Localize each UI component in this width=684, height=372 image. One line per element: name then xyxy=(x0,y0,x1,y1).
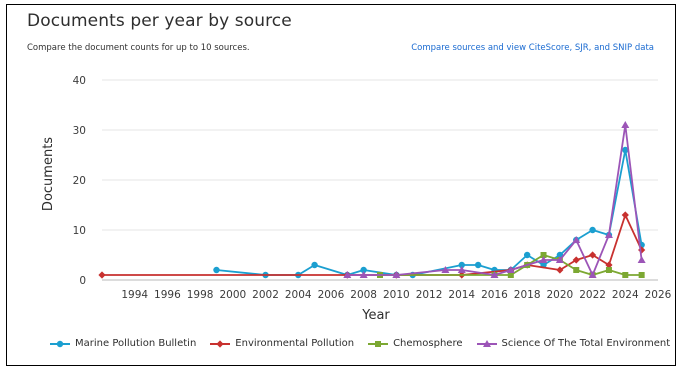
series-line-4 xyxy=(347,124,643,276)
legend-swatch xyxy=(368,340,389,347)
legend-item-series-4[interactable]: Science Of The Total Environment xyxy=(476,338,671,349)
legend-swatch xyxy=(210,339,231,348)
data-point-series-4 xyxy=(588,271,597,278)
data-point-series-3 xyxy=(507,272,514,278)
data-point-series-1 xyxy=(213,266,220,274)
data-point-series-1 xyxy=(474,261,482,269)
legend-label: Chemosphere xyxy=(393,338,463,349)
x-axis-label: Year xyxy=(361,308,390,323)
x-tick-label: 2006 xyxy=(318,289,345,301)
data-point-series-2 xyxy=(638,246,646,254)
chart-subtitle: Compare the document counts for up to 10… xyxy=(27,43,250,53)
x-tick-label: 2002 xyxy=(252,289,279,301)
data-point-series-4 xyxy=(506,266,515,273)
data-point-series-2 xyxy=(588,251,597,259)
data-point-series-1 xyxy=(589,226,596,234)
legend-item-series-1[interactable]: Marine Pollution Bulletin xyxy=(50,338,196,349)
data-point-series-4 xyxy=(359,271,368,278)
x-tick-label: 2024 xyxy=(612,289,639,301)
data-point-series-4 xyxy=(539,256,548,263)
legend-label: Environmental Pollution xyxy=(235,338,355,349)
x-tick-label: 2000 xyxy=(219,289,246,301)
series-line-2 xyxy=(102,214,643,276)
x-tick-label: 2018 xyxy=(514,289,541,301)
x-tick-label: 1998 xyxy=(187,289,214,301)
data-point-series-3 xyxy=(622,272,629,278)
data-point-series-3 xyxy=(638,272,645,278)
legend-item-series-3[interactable]: Chemosphere xyxy=(368,338,463,349)
data-point-series-4 xyxy=(637,256,646,263)
data-point-series-4 xyxy=(621,121,630,128)
y-tick-label: 0 xyxy=(79,275,86,287)
x-tick-label: 2010 xyxy=(383,289,410,301)
x-tick-label: 1996 xyxy=(154,289,181,301)
y-tick-label: 40 xyxy=(73,75,86,87)
data-point-series-4 xyxy=(555,256,564,263)
data-point-series-3 xyxy=(605,267,612,273)
data-point-series-2 xyxy=(556,266,564,274)
y-tick-label: 20 xyxy=(73,175,86,187)
x-tick-label: 2012 xyxy=(416,289,443,301)
legend-item-series-2[interactable]: Environmental Pollution xyxy=(210,338,354,349)
data-point-series-2 xyxy=(572,256,580,264)
legend-label: Marine Pollution Bulletin xyxy=(75,338,197,349)
data-point-series-2 xyxy=(98,271,106,279)
x-tick-label: 2016 xyxy=(481,289,508,301)
compare-sources-link[interactable]: Compare sources and view CiteScore, SJR,… xyxy=(411,43,654,53)
data-point-series-2 xyxy=(621,211,629,219)
data-point-series-4 xyxy=(490,271,499,278)
x-tick-label: 2008 xyxy=(350,289,377,301)
data-point-series-4 xyxy=(343,271,352,278)
x-tick-label: 2004 xyxy=(285,289,312,301)
series-line-1 xyxy=(216,149,643,276)
y-axis-label: Documents xyxy=(41,137,56,211)
data-point-series-4 xyxy=(572,236,581,243)
legend-swatch xyxy=(476,339,497,347)
data-point-series-1 xyxy=(458,261,465,269)
data-point-series-2 xyxy=(605,261,613,269)
chart-panel xyxy=(6,4,676,366)
data-point-series-4 xyxy=(392,271,401,278)
legend-label: Science Of The Total Environment xyxy=(501,338,671,349)
x-tick-label: 2020 xyxy=(547,289,574,301)
x-tick-label: 1994 xyxy=(121,289,148,301)
data-point-series-1 xyxy=(311,261,318,269)
data-point-series-4 xyxy=(604,231,613,238)
data-point-series-1 xyxy=(622,146,629,154)
data-point-series-1 xyxy=(556,251,564,259)
chart-legend: Marine Pollution Bulletin Environmental P… xyxy=(50,338,670,349)
y-tick-label: 30 xyxy=(73,125,86,137)
x-tick-label: 2026 xyxy=(645,289,672,301)
x-tick-label: 2022 xyxy=(579,289,606,301)
legend-swatch xyxy=(50,340,70,347)
page-title: Documents per year by source xyxy=(27,11,292,31)
data-point-series-1 xyxy=(360,266,367,274)
y-tick-label: 10 xyxy=(73,225,86,237)
data-point-series-4 xyxy=(457,266,466,273)
x-tick-label: 2014 xyxy=(448,289,475,301)
data-point-series-3 xyxy=(540,252,547,258)
data-point-series-1 xyxy=(523,251,531,259)
data-point-series-3 xyxy=(573,267,580,273)
data-point-series-4 xyxy=(441,266,450,273)
